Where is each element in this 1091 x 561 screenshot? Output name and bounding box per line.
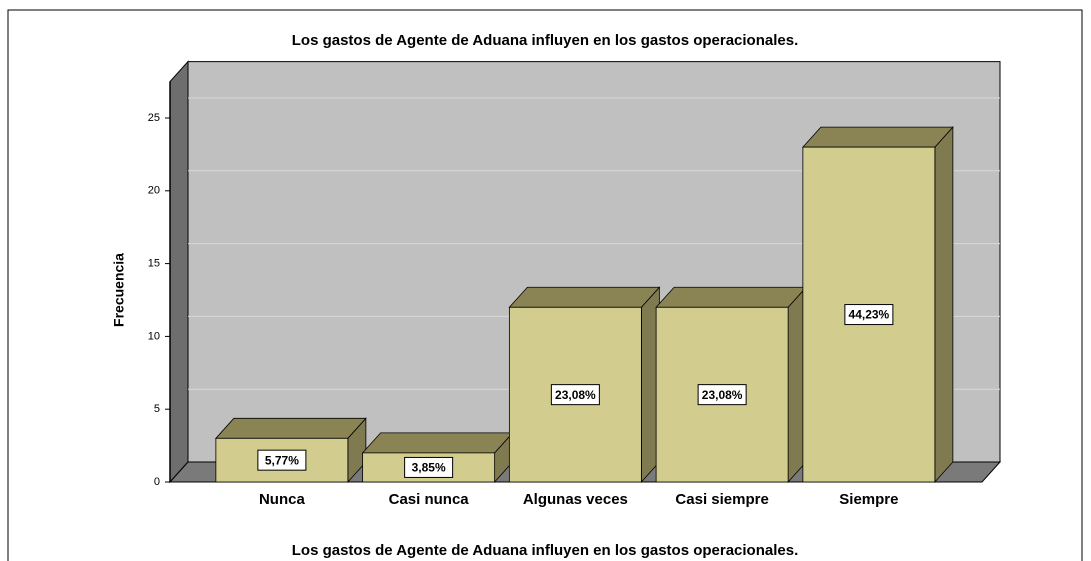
data-label-box	[844, 304, 894, 326]
y-tick-label: 10	[148, 330, 160, 342]
data-label: 23,08%	[702, 388, 743, 402]
data-label: 23,08%	[555, 388, 596, 402]
data-label: 44,23%	[849, 308, 890, 322]
x-tick-label: Algunas veces	[522, 491, 628, 508]
bar-top	[508, 286, 661, 308]
y-tick-label: 20	[148, 185, 160, 197]
x-axis-title: Los gastos de Agente de Aduana influyen …	[292, 542, 799, 559]
bar-side	[934, 126, 954, 484]
data-label-box	[697, 384, 747, 406]
left-wall	[169, 60, 189, 484]
bar-top	[361, 432, 514, 454]
x-tick-label: Siempre	[839, 491, 899, 508]
y-tick-label: 25	[148, 112, 160, 124]
bar-top	[214, 417, 367, 439]
x-tick-label: Casi nunca	[388, 491, 469, 508]
data-label: 3,85%	[412, 461, 446, 475]
y-tick-label: 0	[154, 476, 160, 488]
bar-top	[655, 286, 808, 308]
y-tick-label: 15	[148, 258, 160, 270]
y-axis-title: Frecuencia	[111, 253, 127, 327]
chart-title: Los gastos de Agente de Aduana influyen …	[292, 32, 799, 49]
frame	[7, 9, 1083, 561]
x-tick-label: Casi siempre	[675, 491, 769, 508]
y-tick-label: 5	[154, 403, 160, 415]
data-label-box	[550, 384, 600, 406]
data-label: 5,77%	[265, 453, 299, 467]
data-label-box	[257, 449, 307, 471]
bar-top	[801, 126, 954, 148]
data-label-box	[404, 456, 454, 478]
x-tick-label: Nunca	[258, 491, 305, 508]
